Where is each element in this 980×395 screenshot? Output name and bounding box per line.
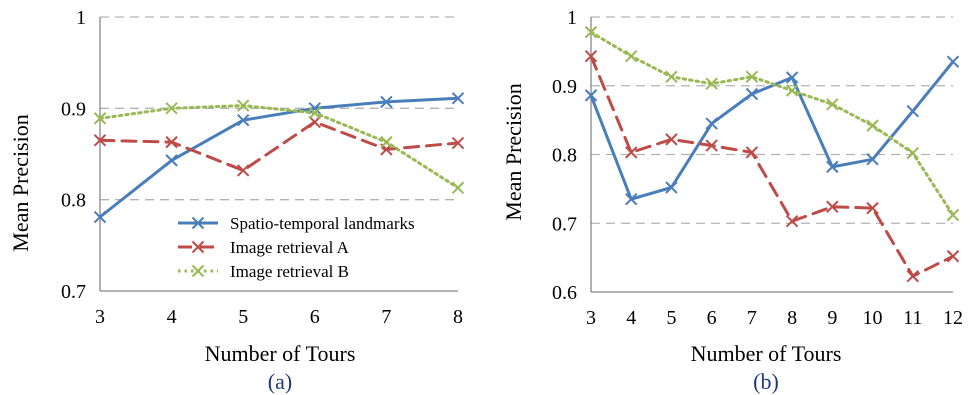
data-point-marker — [665, 133, 678, 146]
x-tick-label: 7 — [747, 307, 757, 329]
legend-label: Spatio-temporal landmarks — [230, 214, 415, 233]
y-tick-label: 0.7 — [61, 281, 86, 303]
data-point-marker — [165, 135, 178, 149]
x-tick-label: 11 — [903, 307, 922, 329]
data-point-marker — [866, 119, 879, 132]
y-axis-label-a: Mean Precision — [8, 114, 33, 251]
x-tick-label: 5 — [238, 306, 248, 328]
y-axis-label-b: Mean Precision — [501, 83, 526, 220]
data-point-marker — [785, 84, 799, 97]
data-point-marker — [451, 136, 465, 150]
data-point-marker — [946, 250, 960, 263]
x-tick-label: 8 — [787, 307, 797, 329]
data-point-marker — [625, 192, 638, 206]
caption-b: (b) — [753, 369, 779, 394]
data-point-marker — [625, 49, 638, 63]
series-line-3-a — [98, 104, 460, 190]
data-point-marker — [906, 269, 919, 283]
y-tick-label: 0.9 — [552, 76, 577, 98]
y-tick-label: 1 — [567, 7, 577, 29]
x-tick-label: 10 — [863, 307, 883, 329]
y-tick-label: 0.8 — [61, 190, 86, 212]
data-point-marker — [785, 71, 799, 84]
x-tick-label: 9 — [827, 307, 837, 329]
data-point-marker — [584, 25, 598, 39]
data-point-marker — [745, 87, 759, 101]
data-point-marker — [451, 181, 465, 195]
chart-panel-b: Mean Precision Number of Tours (b) 0.6 0.… — [501, 7, 963, 394]
data-point-marker — [584, 49, 598, 63]
x-axis-label-b: Number of Tours — [691, 341, 842, 366]
data-point-marker — [785, 214, 799, 228]
data-point-marker — [826, 160, 839, 174]
data-point-marker — [93, 112, 107, 125]
data-point-marker — [705, 139, 718, 152]
y-tick-label: 0.7 — [552, 213, 577, 235]
data-point-marker — [165, 154, 178, 167]
y-tick-label: 0.6 — [552, 282, 577, 304]
data-point-marker — [665, 181, 678, 194]
data-point-marker — [665, 70, 678, 84]
data-point-marker — [380, 135, 393, 149]
y-tick-label: 0.9 — [61, 98, 86, 120]
x-tick-label: 6 — [310, 306, 320, 328]
data-point-marker — [236, 99, 250, 112]
data-point-marker — [236, 113, 250, 127]
data-point-marker — [165, 102, 178, 115]
data-point-marker — [705, 77, 718, 90]
data-point-marker — [866, 201, 879, 215]
legend-label: Image retrieval B — [230, 262, 349, 281]
data-point-marker — [625, 146, 638, 159]
data-point-marker — [946, 208, 960, 222]
data-point-marker — [826, 98, 839, 111]
caption-a: (a) — [268, 369, 292, 394]
x-tick-label: 8 — [453, 306, 463, 328]
x-tick-label: 12 — [943, 307, 963, 329]
data-point-marker — [93, 134, 107, 147]
series-line-1-b — [589, 60, 955, 201]
data-point-marker — [308, 106, 322, 120]
data-point-marker — [380, 95, 393, 109]
data-point-marker — [906, 146, 919, 160]
data-point-marker — [745, 146, 759, 159]
y-tick-label: 1 — [76, 7, 86, 29]
data-point-marker — [93, 210, 107, 224]
data-point-marker — [308, 115, 322, 129]
x-tick-label: 5 — [666, 307, 676, 329]
x-tick-label: 4 — [167, 306, 177, 328]
data-point-marker — [745, 70, 759, 84]
x-tick-label: 3 — [586, 307, 596, 329]
data-point-marker — [906, 104, 919, 118]
x-axis-label-a: Number of Tours — [205, 341, 356, 366]
data-point-marker — [866, 153, 879, 166]
data-point-marker — [451, 92, 465, 105]
x-tick-label: 7 — [381, 306, 391, 328]
data-point-marker — [236, 164, 250, 177]
legend-swatch-marker — [191, 216, 205, 230]
series-line-2-b — [589, 54, 955, 278]
data-point-marker — [946, 55, 960, 68]
legend-label: Image retrieval A — [230, 238, 350, 257]
legend-swatch-marker — [191, 264, 205, 278]
data-point-marker — [705, 117, 718, 130]
data-point-marker — [308, 102, 322, 115]
series-line-1-a — [98, 96, 460, 219]
y-tick-label: 0.8 — [552, 145, 577, 167]
x-tick-label: 4 — [626, 307, 636, 329]
chart-panel-a: Mean Precision Number of Tours (a) 0.7 0.… — [8, 7, 465, 394]
series-line-2-a — [98, 120, 460, 172]
series-line-3-b — [589, 30, 955, 217]
x-tick-label: 6 — [707, 307, 717, 329]
legend-swatch-marker — [191, 240, 205, 254]
x-tick-label: 3 — [95, 306, 105, 328]
data-point-marker — [826, 200, 839, 213]
data-point-marker — [584, 89, 598, 102]
